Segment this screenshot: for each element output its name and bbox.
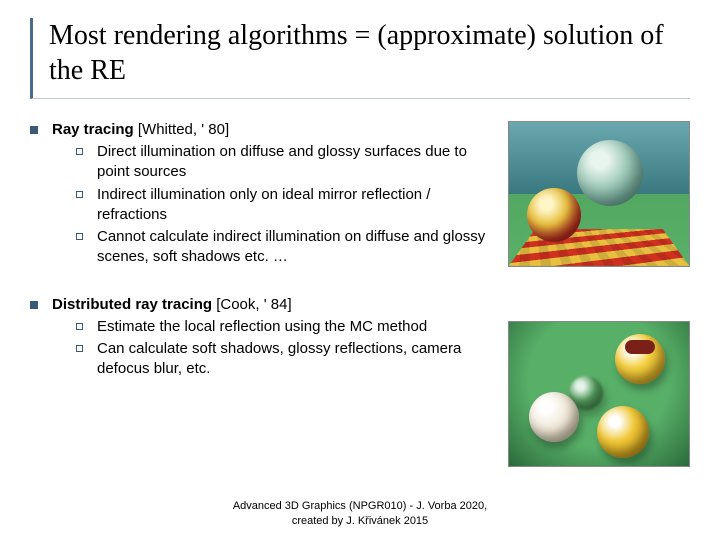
hollow-square-icon [76,323,83,330]
square-bullet-icon [30,301,38,309]
slide: Most rendering algorithms = (approximate… [0,0,720,540]
section-ray-tracing: Ray tracing [Whitted, ' 80] Direct illum… [30,121,490,268]
title-area: Most rendering algorithms = (approximate… [30,18,690,99]
hollow-square-icon [76,233,83,240]
hollow-square-icon [76,148,83,155]
image-column [508,121,690,467]
cook-distributed-raytracing-thumbnail [508,321,690,467]
list-item: Estimate the local reflection using the … [76,317,490,337]
list-item-text: Cannot calculate indirect illumination o… [97,227,490,268]
heading-rest: [Cook, ' 84] [212,296,292,313]
sub-list: Estimate the local reflection using the … [30,317,490,380]
heading-rest: [Whitted, ' 80] [134,121,229,138]
hollow-square-icon [76,191,83,198]
list-item-text: Indirect illumination only on ideal mirr… [97,185,490,226]
square-bullet-icon [30,126,38,134]
heading-text: Ray tracing [Whitted, ' 80] [52,121,229,138]
sub-list: Direct illumination on diffuse and gloss… [30,142,490,268]
list-item: Indirect illumination only on ideal mirr… [76,185,490,226]
slide-title: Most rendering algorithms = (approximate… [49,18,690,88]
slide-footer: Advanced 3D Graphics (NPGR010) - J. Vorb… [0,499,720,528]
section-heading: Distributed ray tracing [Cook, ' 84] [30,296,490,313]
section-distributed-ray-tracing: Distributed ray tracing [Cook, ' 84] Est… [30,296,490,380]
list-item: Cannot calculate indirect illumination o… [76,227,490,268]
footer-line-1: Advanced 3D Graphics (NPGR010) - J. Vorb… [0,499,720,513]
heading-bold: Distributed ray tracing [52,296,212,313]
list-item: Can calculate soft shadows, glossy refle… [76,339,490,380]
content-row: Ray tracing [Whitted, ' 80] Direct illum… [30,121,690,467]
heading-text: Distributed ray tracing [Cook, ' 84] [52,296,292,313]
list-item-text: Can calculate soft shadows, glossy refle… [97,339,490,380]
heading-bold: Ray tracing [52,121,134,138]
list-item-text: Estimate the local reflection using the … [97,317,427,337]
list-item: Direct illumination on diffuse and gloss… [76,142,490,183]
whitted-raytracing-thumbnail [508,121,690,267]
footer-line-2: created by J. Křivánek 2015 [0,514,720,528]
section-heading: Ray tracing [Whitted, ' 80] [30,121,490,138]
list-item-text: Direct illumination on diffuse and gloss… [97,142,490,183]
text-column: Ray tracing [Whitted, ' 80] Direct illum… [30,121,490,467]
hollow-square-icon [76,345,83,352]
